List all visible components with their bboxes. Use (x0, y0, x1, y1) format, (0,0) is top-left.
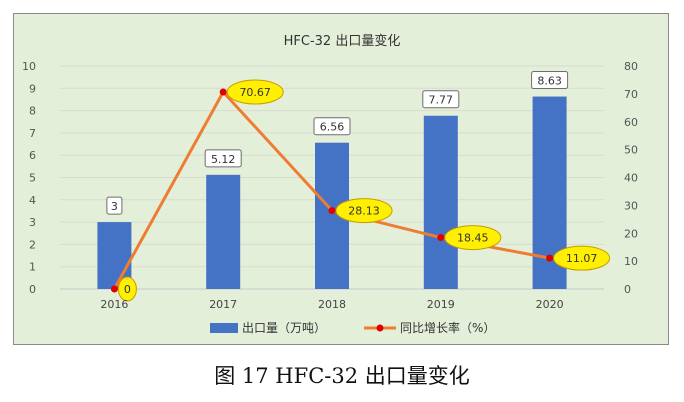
y-right-tick-label: 60 (624, 116, 638, 129)
line-point (219, 88, 227, 96)
y-right-tick-label: 50 (624, 144, 638, 157)
bars: 3 5.12 6.56 7.77 8.63 (97, 71, 569, 290)
bar-data-label-box (313, 117, 351, 136)
y-right-tick-label: 0 (624, 283, 631, 296)
y-right-tick-label: 40 (624, 172, 638, 185)
bar (206, 174, 241, 289)
y-left-tick-label: 3 (29, 216, 36, 229)
y-left-tick-label: 6 (29, 149, 36, 162)
y-right-tick-label: 20 (624, 227, 638, 240)
bar-data-label-box (106, 196, 123, 215)
chart-panel: HFC-32 出口量变化 3 5.12 6.56 7.77 8.63 0 70.67 28.… (13, 13, 669, 345)
y-axis-right: 0 10 20 30 40 50 60 70 80 (624, 60, 638, 296)
x-axis: 2016 2017 2018 2019 2020 (100, 298, 563, 311)
legend: 出口量（万吨） 同比增长率（%） (210, 320, 495, 335)
x-tick-label: 2019 (427, 298, 455, 311)
line-data-label-bubble (117, 276, 137, 302)
line-data-label-bubble (444, 225, 502, 251)
line-point (546, 254, 554, 262)
line-point (110, 285, 118, 293)
line-data-label: 18.45 (457, 232, 489, 245)
y-left-tick-label: 7 (29, 127, 36, 140)
y-right-tick-label: 10 (624, 255, 638, 268)
line-data-label: 70.67 (239, 86, 271, 99)
line-data-label-bubble (226, 79, 284, 105)
y-left-tick-label: 5 (29, 172, 36, 185)
x-tick-label: 2020 (536, 298, 564, 311)
bar-data-label-box (422, 90, 460, 109)
x-tick-label: 2017 (209, 298, 237, 311)
x-tick-label: 2016 (100, 298, 128, 311)
line-point (328, 207, 336, 215)
line-data-label: 0 (124, 283, 131, 296)
y-left-tick-label: 9 (29, 82, 36, 95)
bar-data-label: 3 (111, 200, 118, 213)
y-left-tick-label: 1 (29, 261, 36, 274)
y-left-tick-label: 8 (29, 105, 36, 118)
x-tick-label: 2018 (318, 298, 346, 311)
y-right-tick-label: 30 (624, 199, 638, 212)
y-left-tick-label: 2 (29, 238, 36, 251)
chart-title: HFC-32 出口量变化 (284, 33, 401, 49)
y-left-tick-label: 4 (29, 194, 36, 207)
y-right-tick-label: 70 (624, 88, 638, 101)
growth-line: 0 70.67 28.13 18.45 11.07 (110, 79, 611, 302)
y-right-tick-label: 80 (624, 60, 638, 73)
line-point (437, 234, 445, 242)
line-data-label: 28.13 (348, 205, 380, 218)
chart: HFC-32 出口量变化 3 5.12 6.56 7.77 8.63 0 70.67 28.… (22, 33, 638, 335)
bar-data-label-box (204, 149, 242, 168)
line-data-label-bubble (553, 245, 611, 271)
bar-data-label: 8.63 (537, 75, 562, 88)
bar-data-label: 6.56 (320, 121, 345, 134)
y-axis-left: 0 1 2 3 4 5 6 7 8 9 10 (22, 60, 36, 296)
line-data-label-bubble (335, 198, 393, 224)
bar-data-label-box (531, 71, 569, 90)
bar-data-label: 7.77 (429, 94, 454, 107)
y-left-tick-label: 10 (22, 60, 36, 73)
line-data-label: 11.07 (566, 252, 598, 265)
figure-caption: 图 17 HFC-32 出口量变化 (214, 364, 470, 388)
legend-line-marker (376, 324, 384, 332)
legend-bar-label: 出口量（万吨） (242, 321, 326, 335)
legend-bar-swatch (210, 323, 238, 333)
y-left-tick-label: 0 (29, 283, 36, 296)
legend-line-label: 同比增长率（%） (400, 320, 495, 335)
bar (423, 115, 458, 289)
bar-data-label: 5.12 (211, 153, 236, 166)
